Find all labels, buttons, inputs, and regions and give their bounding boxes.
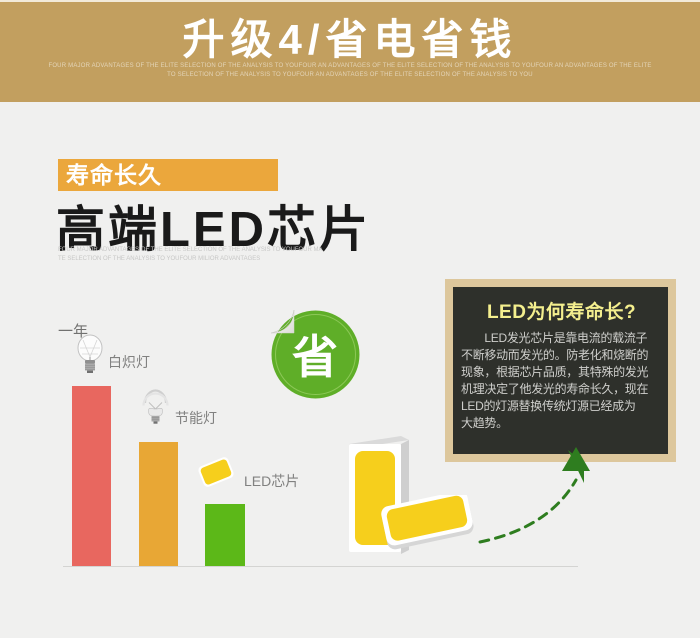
svg-text:省: 省 bbox=[292, 331, 338, 383]
